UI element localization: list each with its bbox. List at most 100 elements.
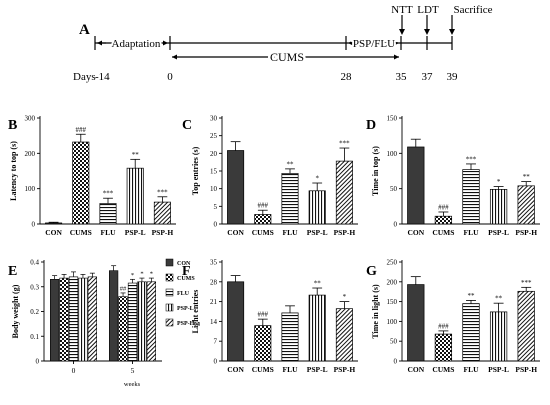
panel-label-e: E (8, 264, 17, 279)
bar-con (407, 146, 425, 225)
significance-label: ### (258, 311, 269, 319)
panel-label-b: B (8, 118, 17, 133)
y-tick-label: 35 (210, 259, 218, 267)
x-tick-label-flu: FLU (101, 228, 117, 237)
cums-arrowhead-right (394, 54, 399, 60)
ntt-arrowhead (399, 29, 405, 35)
y-tick-label: 14 (210, 318, 218, 326)
chart-panel-f: F 0 7 14 21 28 35 Light entries CON ### CUMS FLU ** P… (182, 259, 358, 374)
psp-flu-label: PSP/FLU (353, 38, 395, 50)
event-ntt-label: NTT (391, 4, 413, 16)
significance-label: * (343, 293, 347, 301)
x-tick-label-psp-l: PSP-L (125, 228, 146, 237)
timeline-panel: A Adaptation CUMS PSP/FLU NTT LDT Sacrif… (73, 4, 493, 83)
x-tick-label-week5: 5 (131, 366, 135, 375)
bar-flu (281, 312, 299, 362)
panel-label-f: F (182, 264, 191, 279)
y-tick-label: 0 (214, 358, 218, 366)
y-tick-label: 0 (394, 221, 398, 229)
y-tick-label: 0.1 (30, 333, 39, 341)
bar-cums (72, 141, 90, 225)
significance-label: ### (258, 202, 269, 210)
bar-psp-h (335, 160, 353, 225)
y-tick-label: 0.3 (30, 283, 39, 291)
significance-label: *** (157, 188, 168, 196)
bar-flu (462, 169, 480, 225)
day-label-minus14: -14 (95, 71, 110, 83)
x-tick-label-cums: CUMS (432, 365, 454, 374)
bar-flu (99, 203, 117, 225)
y-axis-label: Top entries (s) (191, 146, 200, 195)
significance-label: ** (314, 280, 322, 288)
bar-con (45, 222, 63, 225)
bar-psp-h-week0 (87, 276, 97, 362)
x-tick-label-flu: FLU (283, 365, 299, 374)
day-label-0: 0 (167, 71, 173, 83)
significance-label: * (140, 271, 143, 278)
legend-swatch-psp-l (165, 303, 174, 312)
x-tick-label-cums: CUMS (432, 228, 454, 237)
day-label-35: 35 (396, 71, 408, 83)
bar-flu (281, 173, 299, 225)
adaptation-label: Adaptation (112, 38, 161, 50)
y-tick-label: 0.2 (30, 308, 39, 316)
bar-psp-l (489, 189, 508, 225)
bar-con-week5 (109, 270, 119, 362)
y-axis-label: Time in light (s) (371, 284, 380, 339)
x-tick-label-con: CON (227, 228, 244, 237)
bar-psp-l-week0 (78, 277, 88, 362)
days-label: Days (73, 71, 96, 83)
y-axis-label: Latency to top (s) (9, 141, 18, 201)
y-tick-label: 30 (210, 115, 218, 123)
y-tick-label: 0.4 (30, 259, 39, 267)
x-tick-label-con: CON (407, 228, 424, 237)
bar-cums (434, 215, 453, 225)
day-label-28: 28 (341, 71, 353, 83)
day-label-39: 39 (447, 71, 459, 83)
bar-psp-h-week5 (146, 281, 156, 362)
significance-label: *** (466, 155, 477, 163)
y-tick-label: 300 (25, 115, 36, 123)
bar-psp-l (489, 311, 508, 362)
bar-psp-l (308, 190, 326, 225)
x-tick-label-flu: FLU (464, 365, 480, 374)
legend-label-cums: CUMS (177, 276, 195, 282)
bar-cums-week0 (59, 277, 69, 362)
x-tick-label-psp-l: PSP-L (307, 228, 328, 237)
y-tick-label: 28 (210, 278, 218, 286)
y-tick-label: 250 (387, 259, 398, 267)
bar-psp-l (308, 294, 326, 362)
y-tick-label: 150 (387, 115, 398, 123)
bar-psp-h (335, 308, 353, 362)
y-tick-label: 0 (394, 358, 398, 366)
y-tick-label: 0 (36, 358, 40, 366)
x-tick-label-cums: CUMS (252, 228, 274, 237)
significance-label: *** (521, 279, 532, 287)
legend-swatch-psp-h (165, 318, 174, 327)
chart-panel-b: B 0 100 200 300 Latency to top (s) CON ### CUMS *… (8, 115, 176, 237)
ldt-arrowhead (424, 29, 430, 35)
chart-panel-e: E 0 0.1 0.2 0.3 0.4 Body weight (g) 0 ## * * * 5 week… (8, 259, 195, 389)
panel-label-a: A (79, 22, 90, 38)
day-label-37: 37 (422, 71, 434, 83)
y-axis-label: Light entries (191, 290, 200, 334)
bar-psp-h (517, 290, 535, 362)
pspflu-arrowhead-left (348, 40, 353, 46)
significance-label: ### (76, 126, 87, 134)
x-tick-label-psp-h: PSP-H (334, 228, 356, 237)
x-tick-label-week0: 0 (72, 366, 76, 375)
significance-label: *** (339, 140, 350, 148)
event-ldt-label: LDT (417, 4, 439, 16)
significance-label: ### (438, 322, 449, 330)
bar-cums (434, 333, 453, 362)
x-tick-label-con: CON (227, 365, 244, 374)
significance-label: ### (438, 203, 449, 211)
y-axis-label: Time in top (s) (371, 146, 380, 196)
chart-panel-g: G 0 50 100 150 200 250 Time in light (s) CON ### C… (366, 259, 540, 374)
significance-label: ** (495, 295, 503, 303)
x-tick-label-cums: CUMS (252, 365, 274, 374)
bar-psp-h (153, 201, 171, 225)
x-tick-label-flu: FLU (283, 228, 299, 237)
bar-cums (254, 325, 272, 362)
